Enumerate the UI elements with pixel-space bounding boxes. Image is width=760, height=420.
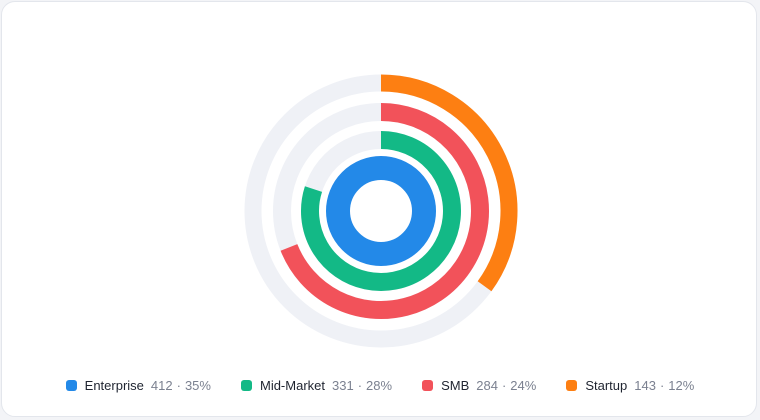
legend-item-smb[interactable]: SMB 284 · 24% (422, 378, 536, 393)
legend-swatch-smb (422, 379, 434, 391)
legend-separator: · (659, 377, 665, 393)
legend-value-smb: 284 (476, 377, 498, 393)
legend-item-enterprise[interactable]: Enterprise 412 · 35% (65, 377, 211, 393)
legend-item-startup[interactable]: Startup 143 · 12% (566, 378, 694, 393)
legend-label-mid-market: Mid-Market (259, 377, 325, 393)
legend-label-startup: Startup (585, 377, 628, 393)
radial-bar-chart (244, 74, 518, 348)
legend-separator: · (357, 377, 363, 393)
legend-percent-mid-market: 28% (366, 377, 393, 393)
bar-smb[interactable] (280, 103, 489, 319)
legend-swatch-startup (566, 379, 578, 391)
bar-enterprise[interactable] (326, 156, 436, 267)
bar-mid-market[interactable] (301, 131, 461, 291)
legend-swatch-mid-market (240, 379, 252, 391)
legend-label-enterprise: Enterprise (84, 377, 144, 393)
legend-value-startup: 143 (634, 377, 656, 393)
legend-percent-enterprise: 35% (184, 377, 211, 393)
legend-label-smb: SMB (441, 377, 470, 393)
legend-percent-startup: 12% (668, 377, 695, 393)
legend-item-mid-market[interactable]: Mid-Market 331 · 28% (240, 377, 393, 393)
legend-value-enterprise: 412 (150, 377, 173, 393)
legend-separator: · (501, 377, 507, 393)
legend-percent-smb: 24% (510, 377, 537, 393)
legend-separator: · (176, 377, 181, 393)
legend: Enterprise 412 · 35% Mid-Market 331 · 28… (2, 374, 758, 396)
legend-value-mid-market: 331 (332, 377, 354, 393)
legend-swatch-enterprise (65, 379, 77, 391)
bar-startup[interactable] (380, 74, 518, 292)
